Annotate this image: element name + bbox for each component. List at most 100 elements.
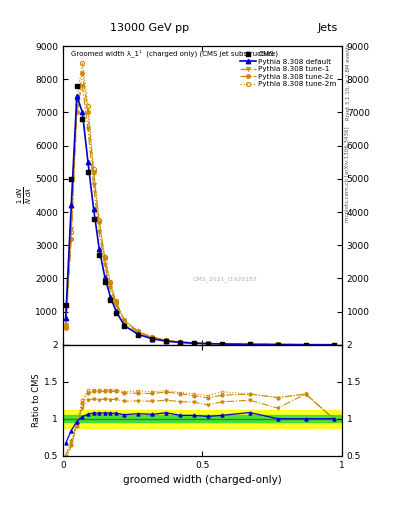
Pythia 8.308 tune-1 [69, 225, 73, 231]
Legend: CMS, Pythia 8.308 default, Pythia 8.308 tune-1, Pythia 8.308 tune-2c, Pythia 8.3: CMS, Pythia 8.308 default, Pythia 8.308 … [238, 50, 338, 89]
CMS [74, 82, 80, 90]
CMS [79, 115, 86, 123]
Pythia 8.308 tune-2c [303, 342, 308, 348]
Pythia 8.308 default [86, 159, 90, 165]
Bar [63, 415, 342, 422]
Pythia 8.308 default [97, 245, 101, 251]
Pythia 8.308 tune-2c [80, 70, 85, 76]
CMS [331, 340, 337, 349]
Pythia 8.308 tune-2c [220, 340, 224, 347]
Pythia 8.308 tune-1 [178, 339, 182, 345]
CMS [96, 251, 102, 259]
Pythia 8.308 tune-1 [97, 229, 101, 235]
Pythia 8.308 tune-2c [136, 329, 141, 335]
Pythia 8.308 tune-2c [206, 340, 210, 347]
Pythia 8.308 tune-2c [69, 236, 73, 242]
Pythia 8.308 tune-2m [206, 340, 210, 347]
Pythia 8.308 tune-2m [63, 324, 68, 330]
Pythia 8.308 default [206, 340, 210, 347]
Pythia 8.308 tune-2c [86, 110, 90, 116]
Line: Pythia 8.308 tune-2c: Pythia 8.308 tune-2c [64, 71, 336, 347]
Pythia 8.308 default [91, 206, 96, 212]
Pythia 8.308 tune-2c [150, 334, 154, 340]
Pythia 8.308 tune-2m [97, 217, 101, 223]
Pythia 8.308 tune-2m [91, 166, 96, 172]
Text: Jets: Jets [318, 23, 338, 33]
CMS [135, 331, 141, 339]
Line: Pythia 8.308 tune-2m: Pythia 8.308 tune-2m [64, 60, 336, 347]
Pythia 8.308 tune-2m [192, 339, 196, 346]
Text: 13000 GeV pp: 13000 GeV pp [110, 23, 189, 33]
Pythia 8.308 tune-1 [206, 340, 210, 347]
CMS [275, 340, 281, 349]
Pythia 8.308 tune-2m [150, 334, 154, 340]
Pythia 8.308 tune-1 [91, 182, 96, 188]
Pythia 8.308 tune-2c [164, 337, 169, 344]
X-axis label: groomed width (charged-only): groomed width (charged-only) [123, 475, 282, 485]
CMS [101, 278, 108, 286]
CMS [191, 339, 197, 347]
Pythia 8.308 default [63, 315, 68, 321]
Pythia 8.308 default [114, 308, 118, 314]
CMS [177, 338, 183, 347]
Pythia 8.308 tune-1 [220, 341, 224, 347]
Pythia 8.308 tune-1 [80, 83, 85, 89]
Pythia 8.308 tune-2c [114, 298, 118, 305]
Pythia 8.308 tune-2m [303, 342, 308, 348]
Pythia 8.308 tune-2c [178, 339, 182, 345]
Pythia 8.308 tune-1 [275, 342, 280, 348]
CMS [219, 340, 225, 348]
Pythia 8.308 default [69, 202, 73, 208]
Pythia 8.308 tune-1 [164, 337, 169, 344]
CMS [113, 309, 119, 317]
Text: CMS_2021_I1920187: CMS_2021_I1920187 [192, 276, 257, 282]
Pythia 8.308 tune-2m [108, 279, 113, 285]
Text: mcplots.cern.ch [arXiv:1306.3436]: mcplots.cern.ch [arXiv:1306.3436] [345, 126, 350, 222]
Pythia 8.308 tune-2c [248, 341, 252, 347]
Pythia 8.308 tune-1 [122, 319, 127, 325]
Text: Groomed width λ_1¹  (charged only) (CMS jet substructure): Groomed width λ_1¹ (charged only) (CMS j… [71, 49, 278, 57]
Pythia 8.308 default [150, 336, 154, 342]
Pythia 8.308 tune-1 [102, 262, 107, 268]
Pythia 8.308 tune-2m [114, 298, 118, 304]
Pythia 8.308 tune-2m [75, 96, 79, 102]
Pythia 8.308 tune-1 [108, 285, 113, 291]
Pythia 8.308 tune-1 [86, 126, 90, 132]
Y-axis label: $\frac{1}{N}\frac{dN}{d\lambda}$: $\frac{1}{N}\frac{dN}{d\lambda}$ [15, 186, 34, 204]
CMS [149, 335, 155, 343]
Pythia 8.308 default [80, 110, 85, 116]
CMS [205, 339, 211, 348]
Pythia 8.308 tune-1 [136, 330, 141, 336]
Pythia 8.308 default [331, 342, 336, 348]
Pythia 8.308 tune-2c [122, 317, 127, 323]
Pythia 8.308 default [108, 293, 113, 300]
Pythia 8.308 default [192, 340, 196, 346]
Pythia 8.308 tune-2m [220, 340, 224, 347]
Pythia 8.308 tune-2m [248, 341, 252, 347]
CMS [85, 168, 91, 176]
Pythia 8.308 tune-2m [275, 342, 280, 348]
CMS [303, 340, 309, 349]
Pythia 8.308 tune-1 [75, 103, 79, 109]
Pythia 8.308 default [164, 338, 169, 344]
Pythia 8.308 default [122, 323, 127, 329]
Pythia 8.308 default [248, 341, 252, 347]
Y-axis label: Ratio to CMS: Ratio to CMS [32, 373, 41, 427]
CMS [121, 323, 127, 331]
Pythia 8.308 tune-2c [331, 342, 336, 348]
Text: Rivet 3.1.10, ≥ 2.8M events: Rivet 3.1.10, ≥ 2.8M events [345, 44, 350, 120]
Pythia 8.308 tune-2c [91, 169, 96, 175]
CMS [90, 215, 97, 223]
Line: Pythia 8.308 tune-1: Pythia 8.308 tune-1 [64, 84, 336, 347]
Pythia 8.308 tune-2m [102, 254, 107, 260]
Pythia 8.308 tune-2c [97, 219, 101, 225]
Pythia 8.308 tune-2m [86, 103, 90, 109]
Pythia 8.308 tune-1 [331, 342, 336, 348]
Pythia 8.308 tune-1 [248, 341, 252, 347]
Pythia 8.308 tune-1 [63, 322, 68, 328]
Pythia 8.308 tune-2m [136, 328, 141, 334]
CMS [163, 337, 169, 346]
Pythia 8.308 default [75, 93, 79, 99]
CMS [68, 175, 74, 183]
Pythia 8.308 tune-2c [102, 255, 107, 262]
